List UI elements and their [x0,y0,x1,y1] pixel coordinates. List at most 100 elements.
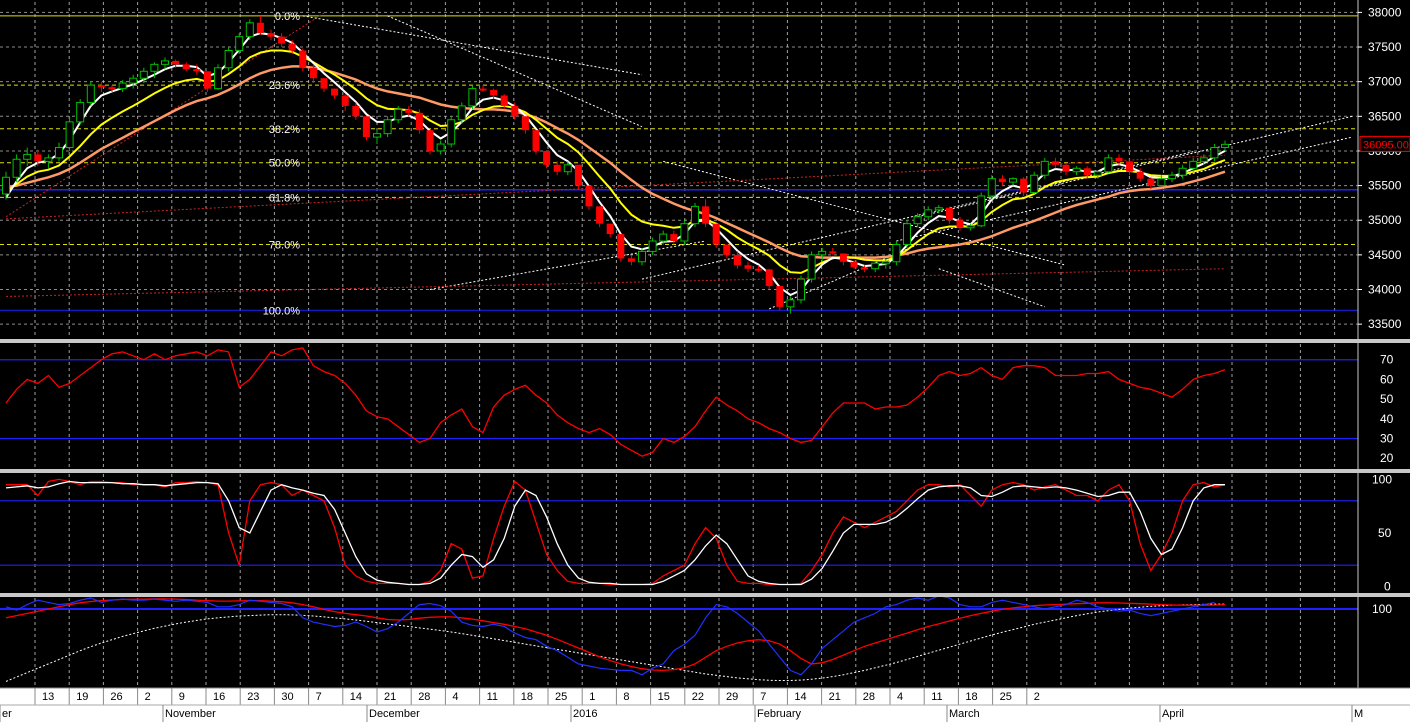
date-axis: 13 19 26 2 9 16 23 30 7 14 21 28 4 11 18 25 1 8 15 22 29 7 14 2… [0,687,1410,722]
candle-body-up [977,195,986,227]
candle-body-down [606,223,614,235]
trendlines [5,12,1353,310]
candle-body-up [1104,157,1113,173]
candle-body-down [352,105,360,117]
ma-slow-line [5,65,1226,259]
candle-body-up [2,176,10,195]
candle-body-up [987,178,996,197]
candle-body-up [1189,160,1198,169]
candle-body-up [680,223,689,242]
candle-body-down [500,95,508,106]
date-day-label: 28 [863,691,875,703]
last-price-label: 36095.00 [1363,139,1409,151]
candle-body-down [702,206,710,224]
candle-body-up [161,60,169,65]
candle-body-up [1157,178,1166,187]
candle-body-down [765,269,773,287]
panel-separator [0,469,1410,473]
date-day-label: 16 [213,691,225,703]
date-day-label: 9 [179,691,185,703]
candle-body-down [543,150,551,165]
rsi-tick-label: 40 [1380,412,1394,426]
candle-body-down [108,87,116,90]
candle-body-down [479,88,487,91]
candle-body-up [394,108,403,121]
candle-body-up [924,209,933,218]
candle-body-down [945,207,953,221]
candle-body-up [1040,160,1049,176]
fib-label: 50.0% [269,158,300,170]
candle-body-up [468,88,477,107]
fib-label: 38.2% [269,124,300,136]
rsi-tick-label: 60 [1380,372,1394,386]
candle-body-up [224,49,233,69]
date-day-label: 4 [452,691,458,703]
candle-body-down [670,234,678,242]
axis-background [1358,0,1410,690]
candle-body-down [267,33,275,37]
candle-body-down [1147,178,1155,186]
stoch-tick-label: 100 [1372,472,1392,486]
stoch-k-line [6,478,1226,586]
candle-body-up [648,240,657,252]
candle-body-up [86,84,95,103]
candle-body-up [807,254,816,280]
candle-body-down [998,178,1006,183]
candles [2,15,1229,314]
trendline [938,268,1045,308]
candle-body-down [426,130,434,151]
candle-body-down [511,105,519,117]
rsi-tick-label: 30 [1380,431,1394,445]
candle-body-up [457,105,466,121]
candle-body-down [839,253,847,262]
price-tick-label: 37000 [1368,75,1402,89]
date-month-label: April [1162,708,1184,720]
stoch-tick-label: 50 [1378,526,1392,540]
candle-body-down [182,64,190,70]
candle-body-up [1178,167,1187,176]
date-day-label: 8 [623,691,629,703]
date-day-label: 19 [76,691,88,703]
cci-signal-red-line [5,598,1226,672]
candle-body-up [44,157,53,162]
candle-body-up [76,101,85,123]
candle-body-up [139,70,148,79]
candle-body-down [617,234,625,259]
price-tick-label: 35500 [1368,179,1402,193]
date-day-label: 23 [247,691,259,703]
candle-body-up [659,233,668,242]
fibonacci-labels: 0.0% 23.6% 38.2% 50.0% 61.8% 78.0% 100.0% [263,11,301,317]
candle-body-up [12,158,21,178]
date-day-label: 15 [658,691,670,703]
candle-body-down [723,244,731,255]
candle-body-down [776,286,784,307]
candle-body-down [1083,168,1091,176]
trendline [302,15,643,76]
candle-body-down [193,69,201,72]
fib-label: 100.0% [263,305,301,317]
date-day-label: 25 [1000,691,1012,703]
date-day-label: 18 [965,691,977,703]
price-tick-label: 35000 [1368,213,1402,227]
candle-body-down [956,220,964,228]
candle-body-up [1030,174,1039,194]
candle-body-up [1168,174,1176,180]
candle-body-down [1136,171,1144,179]
date-month-label: December [369,708,420,720]
price-axis: 3800037500370003650036000355003500034500… [1357,0,1410,690]
candle-body-down [553,164,561,172]
candle-body-up [881,261,890,265]
candle-body-down [490,89,498,96]
candle-body-down [574,164,582,186]
cci-tick-label: 100 [1372,602,1392,616]
rsi-line [5,347,1226,457]
candle-body-up [691,205,699,225]
price-tick-label: 37500 [1368,40,1402,54]
candle-body-up [786,299,795,308]
candle-body-up [818,250,827,256]
candle-body-down [1115,157,1123,162]
panel-separators [0,339,1410,597]
trendline [769,244,918,310]
candle-body-down [278,36,286,44]
